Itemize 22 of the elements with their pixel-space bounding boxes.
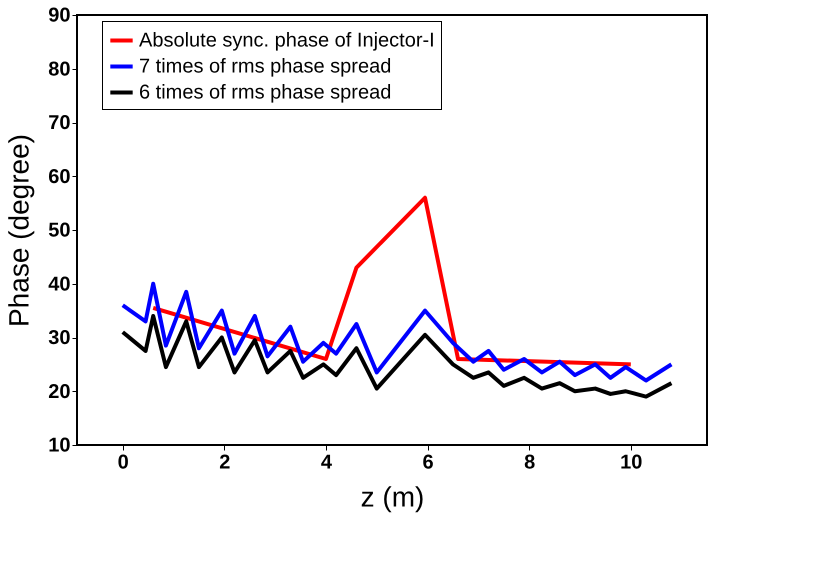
- x-tick-label: 4: [320, 452, 333, 474]
- x-tick-label: 0: [118, 452, 129, 474]
- line-series: [120, 282, 674, 382]
- line-series: [120, 314, 674, 399]
- y-tick-label: 30: [48, 327, 70, 349]
- legend-label: 6 times of rms phase spread: [139, 82, 392, 104]
- y-tick-label: 10: [48, 434, 70, 456]
- legend-label: 7 times of rms phase spread: [139, 56, 392, 78]
- x-tick-label: 10: [620, 452, 642, 474]
- x-tick-label: 6: [422, 452, 434, 474]
- x-tick-label: 2: [219, 452, 230, 474]
- x-axis-title: z (m): [360, 482, 424, 512]
- legend-label: Absolute sync. phase of Injector-I: [139, 30, 435, 52]
- y-tick-label: 90: [48, 4, 70, 26]
- y-tick-label: 70: [48, 112, 70, 134]
- y-tick-label: 20: [48, 380, 70, 403]
- y-tick-label: 50: [48, 220, 70, 242]
- y-tick-label: 80: [48, 58, 70, 80]
- x-tick-label: 8: [524, 452, 536, 474]
- y-tick-label: 40: [48, 273, 70, 296]
- y-axis-title: Phase (degree): [3, 134, 34, 328]
- y-tick-label: 60: [48, 166, 70, 188]
